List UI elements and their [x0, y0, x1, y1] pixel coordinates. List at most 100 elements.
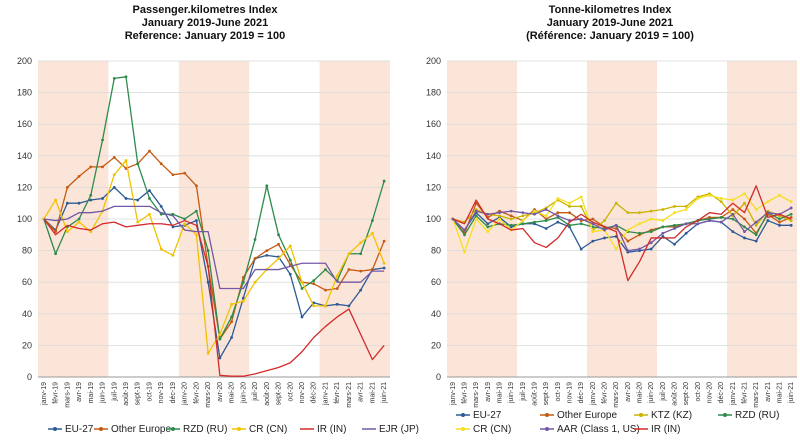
right-series-point — [731, 198, 735, 202]
right-series-point — [638, 222, 641, 226]
left-series-point — [77, 220, 81, 224]
left-series-point — [171, 173, 175, 177]
left-x-tick-label: oct-20 — [287, 382, 294, 402]
left-series-point — [77, 217, 81, 221]
right-series-point — [544, 219, 548, 222]
right-series-point — [509, 217, 513, 221]
right-y-tick-label: 40 — [431, 309, 441, 319]
right-legend: EU-27 Other Europe KTZ (KZ) RZD (RU) CR (CN)… — [456, 410, 779, 435]
right-y-tick-label: 140 — [426, 151, 441, 161]
right-series-point — [556, 214, 560, 218]
left-series-point — [230, 320, 234, 324]
left-x-tick-label: févr-21 — [334, 382, 341, 404]
right-series-point — [696, 222, 700, 226]
left-x-tick-label: juil-20 — [252, 382, 259, 402]
left-x-tick-label: mars-21 — [346, 382, 353, 408]
right-series-point — [661, 234, 665, 238]
left-series-point — [206, 280, 210, 284]
right-series-point — [603, 219, 606, 222]
right-legend-item: IR (IN) — [634, 424, 680, 435]
right-legend-label: Other Europe — [557, 410, 617, 421]
left-series-point — [218, 337, 222, 341]
left-y-tick-label: 80 — [22, 246, 32, 256]
left-legend: EU-27 Other Europe RZD (RU) CR (CN) IR (IN) E… — [48, 424, 419, 435]
left-series-line — [43, 76, 385, 340]
left-x-tick-label: avr-19 — [76, 382, 83, 402]
left-series-point — [241, 299, 245, 303]
left-series-point — [195, 233, 198, 237]
right-series-point — [544, 208, 548, 211]
left-series-point — [359, 269, 363, 273]
right-series-point — [486, 225, 490, 229]
right-series-point — [638, 231, 641, 235]
right-x-tick-label: juin-21 — [788, 382, 795, 404]
left-x-tick-label: nov-19 — [158, 382, 165, 404]
left-series-point — [183, 222, 187, 226]
left-series-point — [371, 219, 374, 222]
left-series-point — [312, 279, 316, 283]
left-series-point — [218, 356, 222, 360]
left-series-point — [65, 230, 69, 234]
right-series-point — [614, 247, 618, 251]
right-x-tick-label: mai-21 — [777, 382, 784, 404]
left-x-tick-label: juin-19 — [100, 382, 107, 404]
left-series-point — [253, 238, 257, 241]
right-series-4 — [451, 192, 793, 254]
left-series-point — [312, 282, 316, 286]
left-x-tick-label: févr-19 — [53, 382, 60, 404]
right-x-tick-label: mai-20 — [637, 382, 644, 404]
left-series-point — [112, 76, 116, 80]
right-x-tick-label: déc-20 — [718, 382, 725, 404]
right-series-point — [661, 231, 665, 235]
right-series-point — [649, 241, 653, 245]
left-series-point — [77, 174, 81, 178]
right-x-tick-label: oct-20 — [695, 382, 702, 402]
right-series-point — [568, 223, 571, 227]
left-series-point — [335, 274, 339, 278]
left-legend-item: CR (CN) — [232, 424, 287, 435]
right-legend-item: RZD (RU) — [718, 410, 779, 421]
right-series-line — [452, 185, 792, 282]
right-series-point — [754, 233, 758, 237]
right-title-line-1: Tonne-kilometres Index — [548, 4, 672, 16]
left-y-tick-label: 120 — [17, 182, 32, 192]
right-x-tick-label: janv-19 — [450, 382, 457, 406]
left-title-line-3: Reference: January 2019 = 100 — [124, 30, 286, 42]
right-x-tick-label: mars-21 — [753, 382, 760, 408]
right-series-point — [661, 208, 665, 211]
right-series-point — [684, 208, 688, 211]
right-series-point — [766, 219, 770, 222]
right-x-tick-label: nov-20 — [707, 382, 714, 404]
right-title-line-3: (Référence: January 2019 = 100) — [526, 30, 694, 42]
right-series-point — [474, 209, 478, 213]
left-series-point — [371, 231, 374, 235]
left-series-point — [101, 197, 104, 200]
right-x-tick-label: mars-20 — [613, 382, 620, 408]
left-y-tick-label: 100 — [17, 214, 32, 224]
left-series-point — [148, 149, 151, 153]
right-series-point — [544, 214, 548, 218]
left-series-point — [54, 230, 57, 234]
left-series-point — [124, 159, 128, 162]
right-legend-item: AAR (Class 1, US) — [540, 424, 640, 435]
left-series-point — [265, 253, 269, 257]
left-legend-label: Other Europe — [111, 424, 171, 435]
left-series-point — [124, 167, 128, 170]
right-series-point — [463, 250, 466, 254]
right-series-line — [452, 193, 792, 253]
left-x-tick-label: mai-21 — [369, 382, 376, 404]
right-series-point — [778, 193, 781, 197]
right-series-point — [509, 214, 513, 218]
right-series-point — [719, 200, 723, 204]
right-y-tick-label: 180 — [426, 88, 441, 98]
right-series-point — [673, 227, 676, 230]
left-series-point — [300, 287, 304, 290]
right-series-point — [696, 197, 700, 200]
right-legend-item: CR (CN) — [456, 424, 511, 435]
left-x-tick-label: juin-21 — [381, 382, 388, 404]
right-chart: 0 20 40 60 80 100 120 140 160 180 200 janv-19 févr-1… — [426, 56, 797, 435]
left-series-point — [54, 198, 57, 202]
right-legend-item: KTZ (KZ) — [634, 410, 692, 421]
